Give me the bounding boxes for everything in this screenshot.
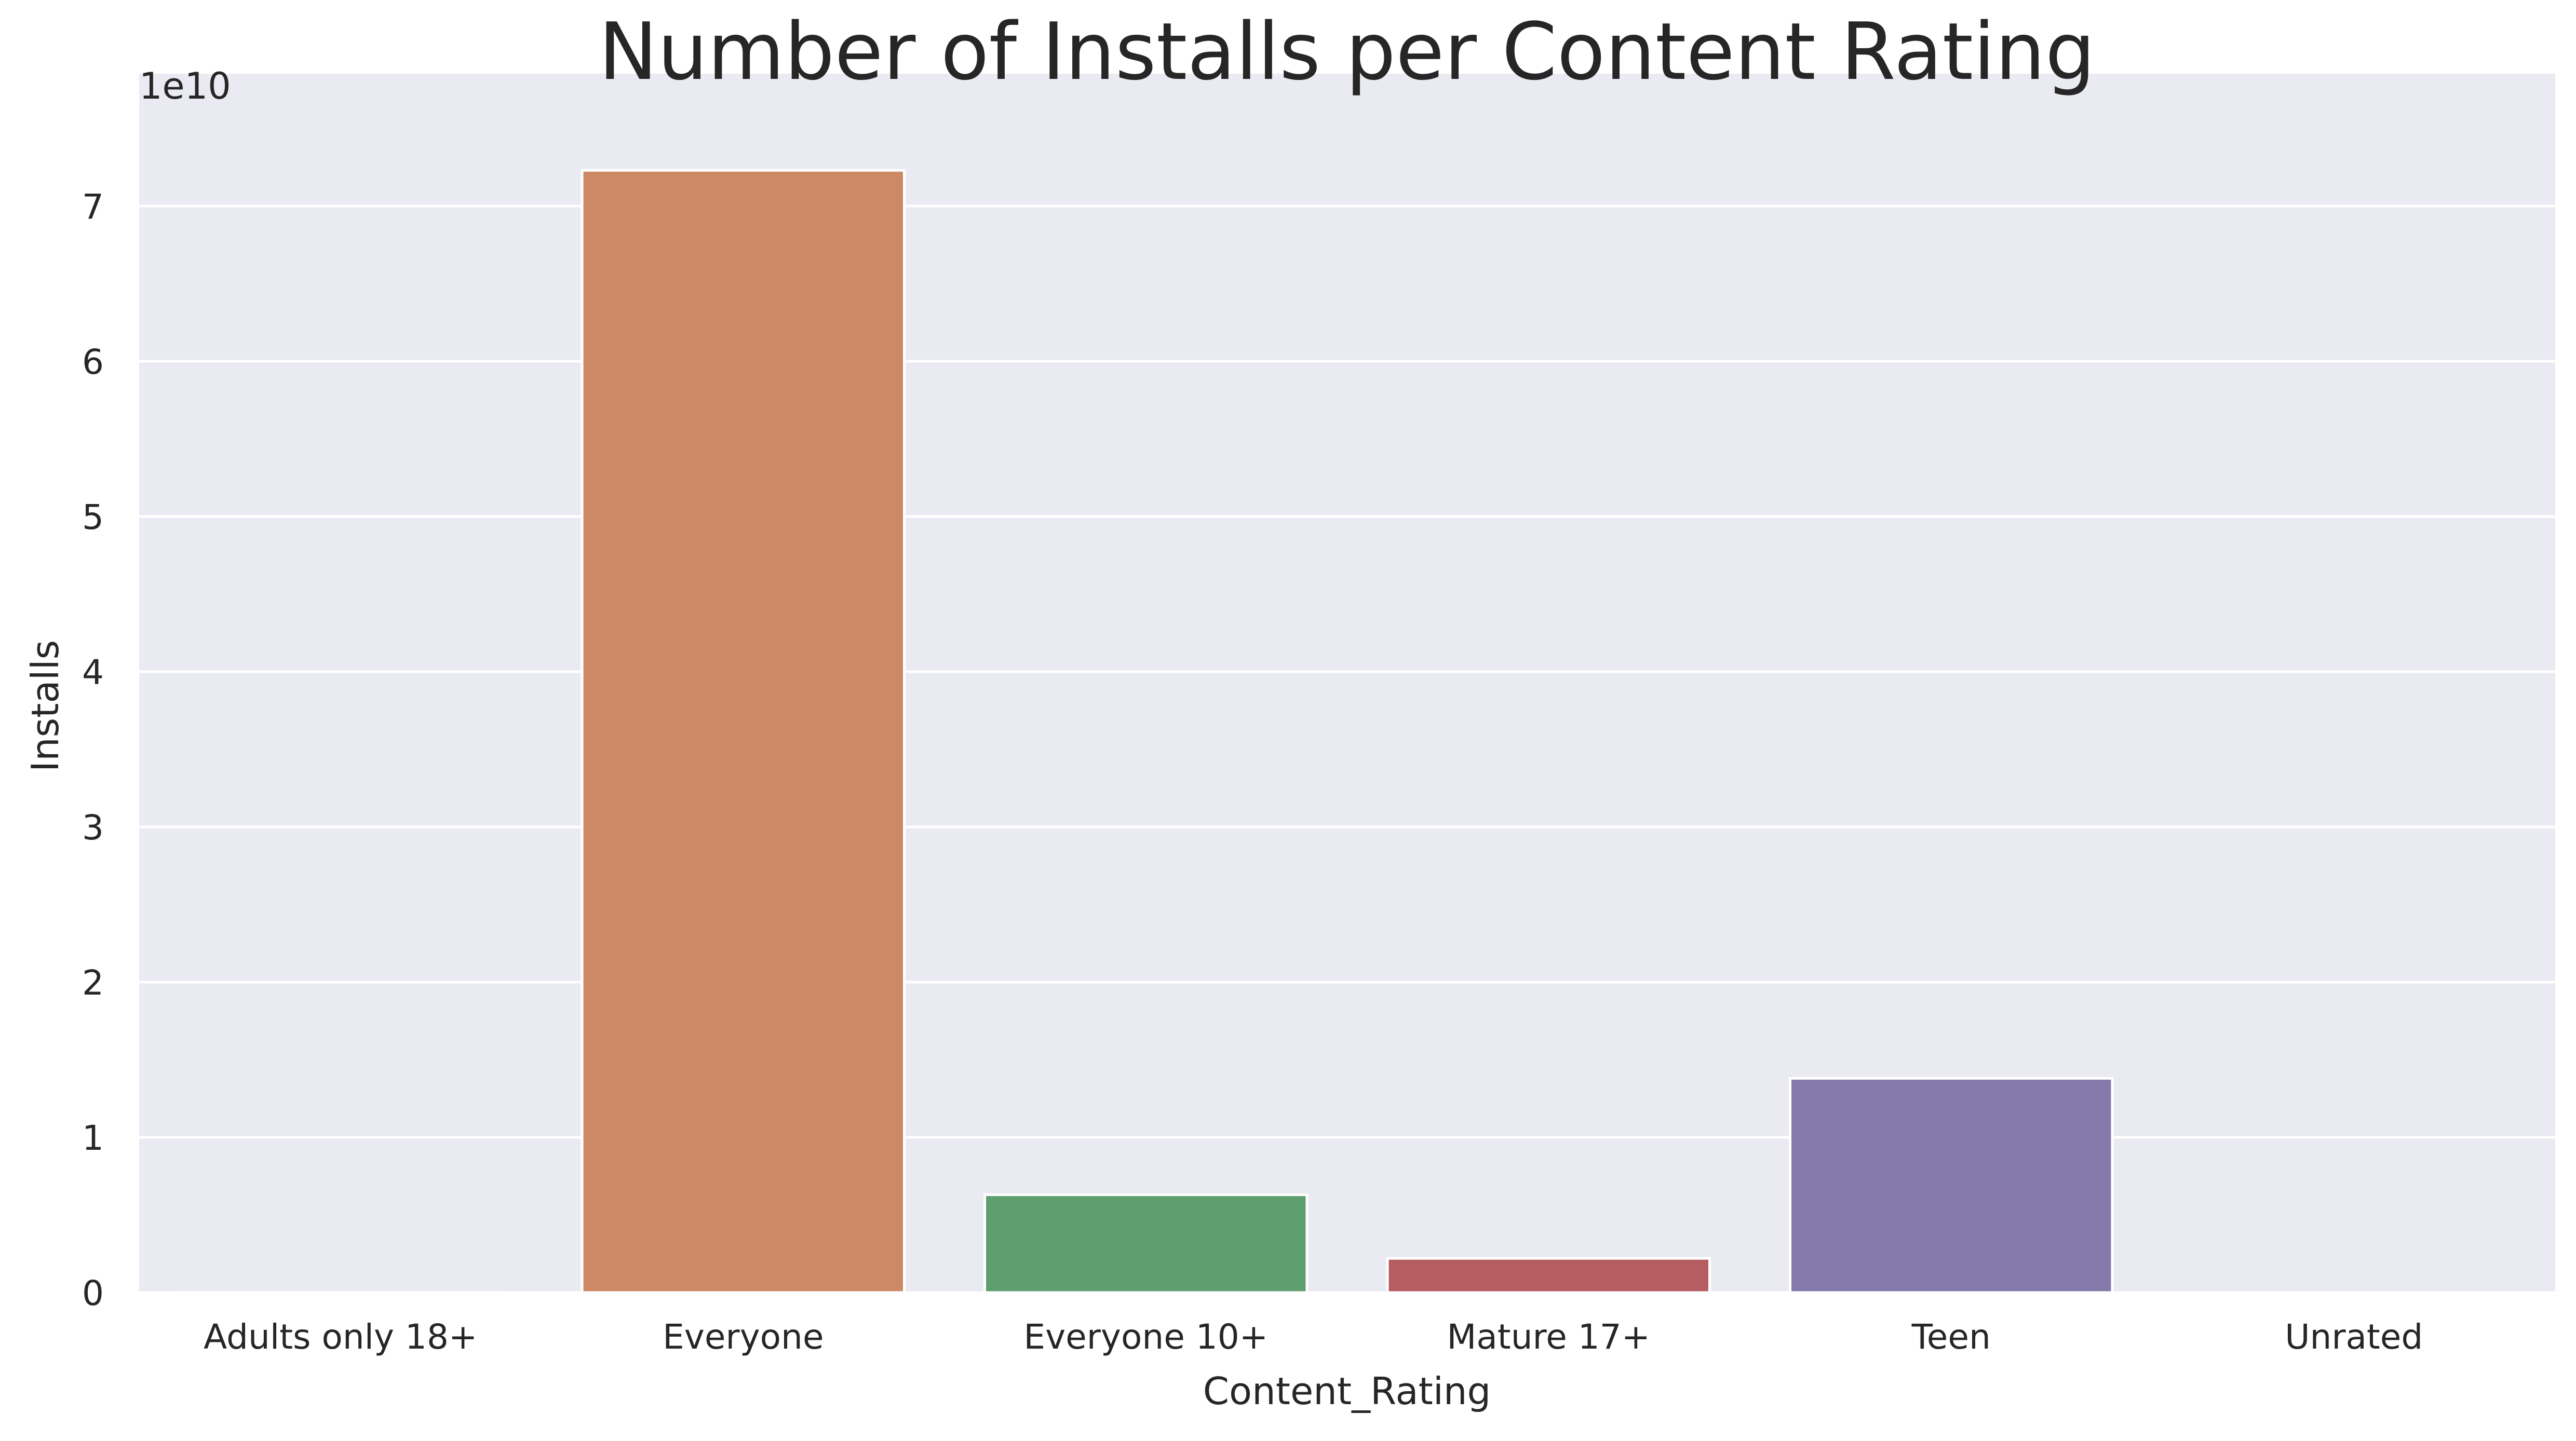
y-tick-label-2: 2 bbox=[82, 963, 104, 1003]
y-offset-label: 1e10 bbox=[139, 65, 231, 107]
grid-lines bbox=[139, 205, 2555, 1294]
chart-title: Number of Installs per Content Rating bbox=[599, 6, 2096, 98]
y-tick-label-3: 3 bbox=[82, 808, 104, 848]
x-tick-label-0: Adults only 18+ bbox=[204, 1317, 477, 1357]
x-tick-label-5: Unrated bbox=[2285, 1317, 2423, 1357]
bars bbox=[178, 169, 2516, 1294]
y-axis-label: Installs bbox=[23, 640, 67, 772]
y-tick-label-6: 6 bbox=[82, 342, 104, 382]
bar-everyone-10 bbox=[983, 1193, 1309, 1294]
bar-everyone bbox=[581, 169, 906, 1294]
plot-background bbox=[139, 74, 2555, 1293]
y-tick-labels: 0 1 2 3 4 5 6 7 bbox=[82, 187, 104, 1313]
x-tick-label-4: Teen bbox=[1911, 1317, 1991, 1357]
bar-mature-17 bbox=[1386, 1257, 1711, 1294]
x-tick-label-1: Everyone bbox=[663, 1317, 824, 1357]
bar-teen bbox=[1789, 1077, 2114, 1294]
y-tick-label-1: 1 bbox=[82, 1118, 104, 1158]
x-tick-label-2: Everyone 10+ bbox=[1023, 1317, 1268, 1357]
y-tick-label-7: 7 bbox=[82, 187, 104, 227]
y-tick-label-0: 0 bbox=[82, 1273, 104, 1313]
x-tick-labels: Adults only 18+ Everyone Everyone 10+ Matur… bbox=[204, 1317, 2423, 1357]
x-axis-label: Content_Rating bbox=[1203, 1369, 1491, 1413]
y-tick-label-4: 4 bbox=[82, 652, 104, 692]
y-tick-label-5: 5 bbox=[82, 497, 104, 537]
x-tick-label-3: Mature 17+ bbox=[1447, 1317, 1650, 1357]
